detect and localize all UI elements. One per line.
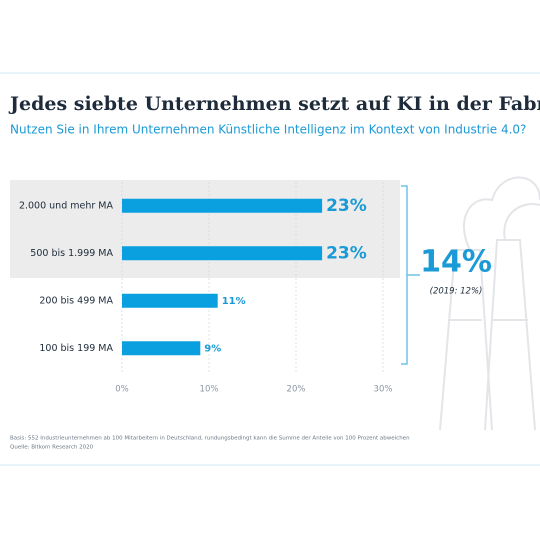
x-tick-label: 10% xyxy=(200,385,219,395)
factory-illustration xyxy=(439,176,540,431)
footnote: Quelle: Bitkom Research 2020 xyxy=(10,445,94,451)
value-label: 23% xyxy=(326,243,367,263)
y-tick-label: 100 bis 199 MA xyxy=(39,343,113,354)
y-tick-label: 200 bis 499 MA xyxy=(39,295,113,306)
bar xyxy=(122,293,218,308)
bracket xyxy=(401,185,420,365)
bar xyxy=(122,246,323,261)
value-label: 9% xyxy=(204,343,221,354)
x-tick-label: 20% xyxy=(287,385,306,395)
chart-title: Jedes siebte Unternehmen setzt auf KI in… xyxy=(8,93,540,115)
annotation-value: 14% xyxy=(420,245,492,280)
annotation-note: (2019: 12%) xyxy=(430,287,483,297)
bar xyxy=(122,198,323,213)
value-label: 11% xyxy=(222,296,246,307)
x-tick-label: 30% xyxy=(374,385,393,395)
x-tick-label: 0% xyxy=(115,385,129,395)
y-tick-label: 2.000 und mehr MA xyxy=(19,200,114,211)
chart-subtitle: Nutzen Sie in Ihrem Unternehmen Künstlic… xyxy=(10,123,526,137)
bar xyxy=(122,341,201,356)
footnote: Basis: 552 Industrieunternehmen ab 100 M… xyxy=(10,436,410,442)
value-label: 23% xyxy=(326,196,367,216)
highlight-band xyxy=(10,180,400,278)
y-tick-label: 500 bis 1.999 MA xyxy=(30,248,113,259)
